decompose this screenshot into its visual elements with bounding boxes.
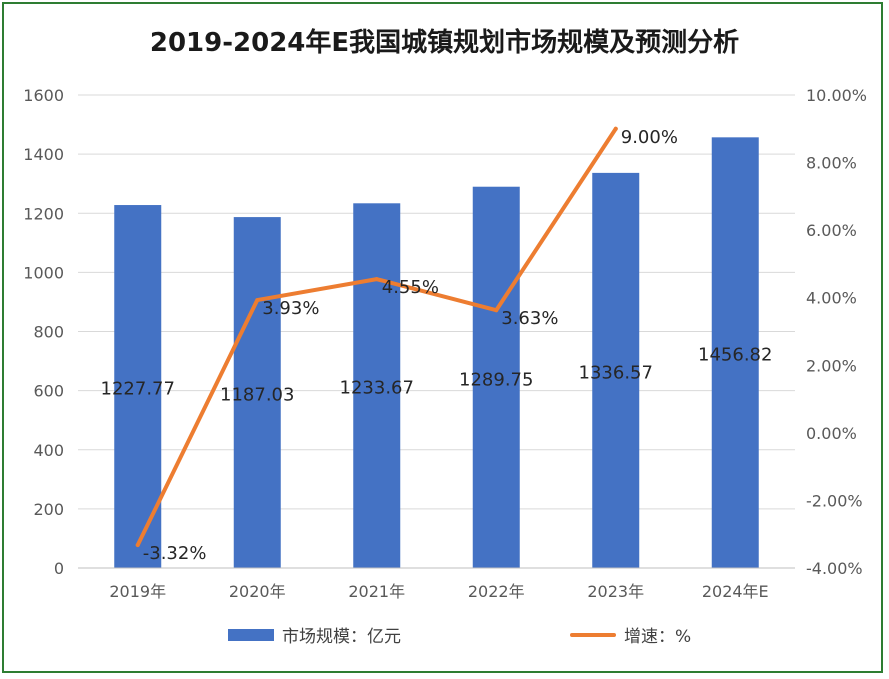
line-data-label: -3.32% xyxy=(143,543,207,564)
y-right-tick-label: -4.00% xyxy=(806,559,863,578)
y-left-tick-label: 1600 xyxy=(23,86,64,105)
bar-data-label: 1233.67 xyxy=(340,378,414,399)
bar-data-label: 1187.03 xyxy=(220,385,294,406)
line-point xyxy=(374,277,379,282)
bar xyxy=(353,203,401,568)
bar xyxy=(233,217,281,568)
y-left-tick-label: 600 xyxy=(33,382,64,401)
y-left-tick-label: 400 xyxy=(33,441,64,460)
legend: 市场规模：亿元 增速：% xyxy=(0,622,889,652)
y-right-tick-label: 0.00% xyxy=(806,424,857,443)
bar xyxy=(114,205,162,568)
line-point xyxy=(494,308,499,313)
line-series xyxy=(135,126,618,548)
x-tick-label: 2020年 xyxy=(229,582,286,601)
bar xyxy=(592,172,640,568)
bar xyxy=(711,137,759,569)
y-left-tick-label: 0 xyxy=(54,559,64,578)
x-tick-label: 2024年E xyxy=(702,582,769,601)
legend-label-market-size: 市场规模：亿元 xyxy=(282,627,401,647)
y-right-tick-label: -2.00% xyxy=(806,491,863,510)
bar-series xyxy=(114,137,759,569)
data-labels: 1227.77 1187.03 1233.67 1289.75 1336.57 1456.… xyxy=(101,127,773,564)
line-point xyxy=(135,543,140,548)
line-data-label: 3.93% xyxy=(262,298,319,319)
line-data-label: 9.00% xyxy=(621,127,678,148)
line-point xyxy=(255,298,260,303)
bar xyxy=(472,186,520,568)
y-left-tick-label: 1000 xyxy=(23,263,64,282)
x-tick-label: 2021年 xyxy=(348,582,405,601)
x-tick-label: 2019年 xyxy=(109,582,166,601)
x-tick-label: 2022年 xyxy=(468,582,525,601)
y-left-tick-label: 1400 xyxy=(23,145,64,164)
legend-item-market-size: 市场规模：亿元 xyxy=(228,622,401,647)
line-data-label: 4.55% xyxy=(382,277,439,298)
bar-data-label: 1336.57 xyxy=(579,362,653,383)
chart-title: 2019-2024年E我国城镇规划市场规模及预测分析 xyxy=(149,28,740,58)
legend-swatch-line xyxy=(570,632,616,637)
axes: 0 200 400 600 800 1000 1200 1400 1600 -4.00% -2.00… xyxy=(23,86,867,601)
y-right-tick-label: 10.00% xyxy=(806,86,867,105)
y-right-tick-label: 2.00% xyxy=(806,356,857,375)
legend-label-growth-rate: 增速：% xyxy=(624,627,692,647)
legend-swatch-bar xyxy=(228,628,274,641)
bar-data-label: 1456.82 xyxy=(698,345,772,366)
legend-item-growth-rate: 增速：% xyxy=(570,622,691,647)
y-left-tick-label: 800 xyxy=(33,323,64,342)
y-right-tick-label: 4.00% xyxy=(806,289,857,308)
y-left-tick-label: 200 xyxy=(33,500,64,519)
line-data-label: 3.63% xyxy=(501,308,558,329)
bar-data-label: 1289.75 xyxy=(459,369,533,390)
bar-data-label: 1227.77 xyxy=(101,379,175,400)
line-point xyxy=(613,126,618,131)
y-right-tick-label: 6.00% xyxy=(806,221,857,240)
gridlines xyxy=(78,94,795,569)
y-left-tick-label: 1200 xyxy=(23,204,64,223)
y-right-tick-label: 8.00% xyxy=(806,154,857,173)
x-tick-label: 2023年 xyxy=(587,582,644,601)
